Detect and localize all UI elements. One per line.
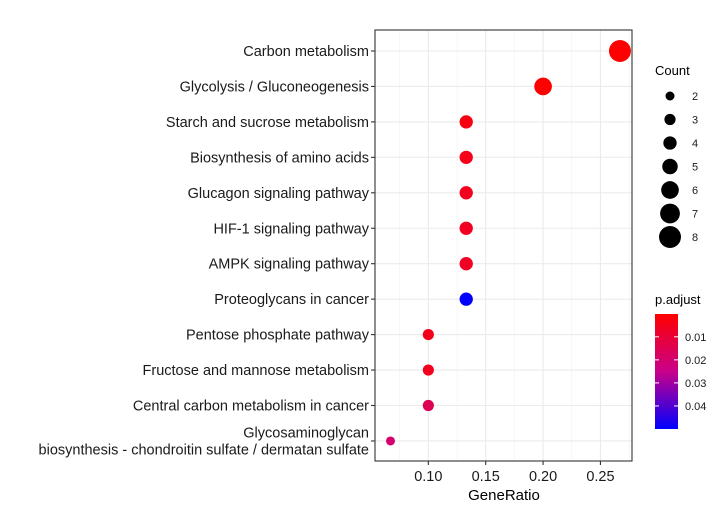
size-legend-label: 2 (692, 91, 698, 103)
data-point (608, 40, 631, 62)
y-axis-labels: Carbon metabolism Glycolysis / Gluconeoge… (39, 44, 370, 458)
y-tick-label: Glycolysis / Gluconeogenesis (180, 79, 369, 95)
size-legend-key (660, 203, 680, 224)
data-point (422, 399, 434, 412)
color-legend-bar (655, 314, 678, 429)
major-gridlines (375, 30, 632, 461)
size-legend-key (664, 113, 676, 126)
size-legend-title: Count (655, 63, 690, 78)
size-legend-label: 7 (692, 209, 698, 221)
size-legend: Count 2 3 4 5 6 7 8 (655, 63, 698, 248)
size-legend-key (665, 91, 675, 101)
y-tick-label: Proteoglycans in cancer (214, 292, 369, 308)
size-legend-key (662, 158, 678, 175)
size-legend-label: 5 (692, 162, 698, 174)
data-point (459, 257, 473, 271)
size-legend-label: 3 (692, 115, 698, 127)
y-tick-label: HIF-1 signaling pathway (213, 221, 369, 237)
color-legend-label: 0.03 (685, 378, 706, 390)
size-legend-key (659, 226, 681, 248)
y-tick-label: AMPK signaling pathway (209, 257, 370, 273)
y-tick-label: Biosynthesis of amino acids (190, 150, 369, 166)
color-legend-label: 0.02 (685, 355, 706, 367)
x-tick-label: 0.10 (414, 469, 442, 485)
y-tick-label: Fructose and mannose metabolism (143, 363, 369, 379)
y-tick-label: Pentose phosphate pathway (186, 328, 370, 344)
size-legend-label: 6 (692, 185, 698, 197)
data-point (422, 329, 434, 341)
data-point (459, 292, 473, 306)
data-point (459, 186, 473, 200)
y-axis-ticks (371, 50, 375, 442)
size-legend-label: 4 (692, 138, 698, 150)
y-tick-label: Central carbon metabolism in cancer (133, 399, 369, 415)
data-points (385, 40, 631, 446)
size-legend-label: 8 (692, 232, 698, 244)
y-tick-label: Carbon metabolism (243, 44, 369, 60)
x-tick-label: 0.15 (472, 469, 500, 485)
data-point (534, 77, 552, 96)
y-tick-label: Starch and sucrose metabolism (166, 115, 369, 131)
data-point (422, 364, 434, 376)
minor-gridlines (399, 30, 630, 461)
y-tick-label: Glycosaminoglycan biosynthesis - chondroi… (39, 425, 369, 458)
data-point (459, 221, 473, 235)
color-legend: p.adjust 0.01 0.02 0.03 0.04 (655, 292, 706, 429)
x-tick-label: 0.25 (586, 469, 614, 485)
x-tick-label: 0.20 (529, 469, 557, 485)
panel-border (374, 29, 633, 462)
size-legend-key (661, 181, 679, 199)
color-legend-label: 0.01 (685, 332, 706, 344)
panel-background (375, 30, 632, 461)
data-point (459, 150, 473, 165)
x-axis-labels: 0.10 0.15 0.20 0.25 (414, 469, 614, 485)
data-point (385, 436, 395, 446)
x-axis-ticks (427, 461, 601, 465)
data-point (459, 115, 473, 129)
y-tick-label: Glucagon signaling pathway (188, 186, 370, 202)
color-legend-label: 0.04 (685, 401, 706, 413)
x-axis-title: GeneRatio (468, 487, 540, 504)
size-legend-key (663, 136, 677, 150)
color-legend-title: p.adjust (655, 292, 701, 307)
